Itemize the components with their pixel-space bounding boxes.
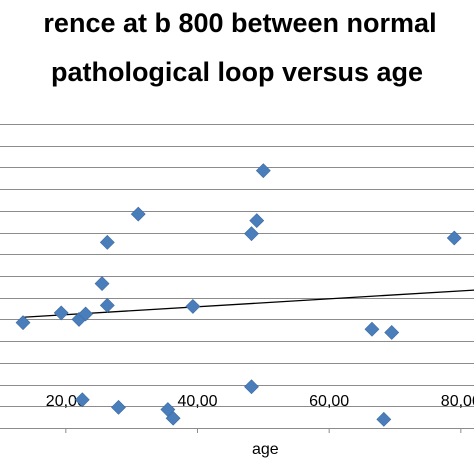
- x-tick-label: 80,00: [441, 393, 474, 410]
- data-point: [384, 325, 400, 340]
- data-point: [111, 399, 126, 415]
- data-point: [364, 321, 380, 337]
- x-axis-label: age: [252, 441, 279, 458]
- data-point: [185, 298, 201, 314]
- data-point: [53, 305, 69, 321]
- data-point: [99, 234, 115, 250]
- data-point: [165, 410, 181, 426]
- x-tick-label: 60,00: [309, 393, 349, 410]
- data-point: [249, 213, 265, 229]
- data-point: [78, 306, 94, 322]
- data-point: [244, 226, 259, 242]
- data-point: [446, 230, 462, 246]
- chart-title-line-1: rence at b 800 between normal: [43, 8, 437, 38]
- data-point: [244, 379, 259, 395]
- x-tick-label: 20,00: [46, 393, 86, 410]
- trendline: [23, 289, 474, 318]
- data-point: [130, 206, 146, 222]
- x-tick-label: 40,00: [177, 393, 217, 410]
- data-point: [15, 315, 31, 331]
- data-point: [74, 392, 90, 408]
- data-point: [94, 276, 110, 292]
- chart-title-line-2: pathological loop versus age: [50, 57, 424, 87]
- data-point: [255, 163, 271, 179]
- data-point: [99, 297, 115, 313]
- data-point: [376, 411, 392, 427]
